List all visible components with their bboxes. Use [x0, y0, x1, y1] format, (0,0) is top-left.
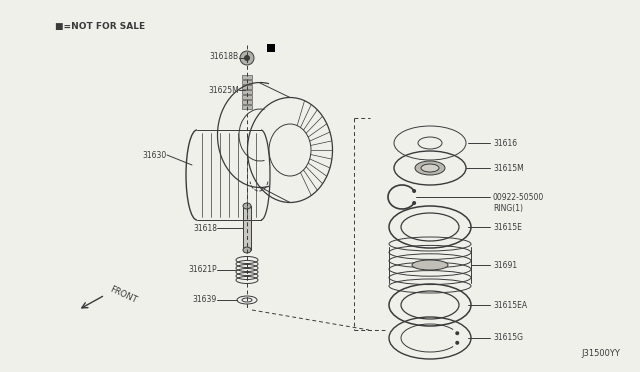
Bar [242, 85, 252, 89]
Text: 31618: 31618 [193, 224, 217, 232]
Text: 31618B: 31618B [210, 51, 239, 61]
Text: 31630: 31630 [143, 151, 167, 160]
Text: FRONT: FRONT [108, 285, 138, 305]
Ellipse shape [415, 161, 445, 175]
Bar [242, 90, 252, 93]
Text: 31615EA: 31615EA [493, 301, 527, 310]
Ellipse shape [243, 247, 251, 253]
Ellipse shape [412, 260, 448, 270]
Circle shape [455, 341, 460, 345]
Bar [242, 105, 252, 109]
Text: 31639: 31639 [193, 295, 217, 305]
Text: 31615M: 31615M [493, 164, 524, 173]
Text: ■=NOT FOR SALE: ■=NOT FOR SALE [55, 22, 145, 31]
Text: 00922-50500: 00922-50500 [493, 192, 544, 202]
Bar [242, 95, 252, 99]
Bar [242, 75, 252, 78]
Text: 31615E: 31615E [493, 222, 522, 231]
Bar [267, 44, 275, 52]
Circle shape [240, 51, 254, 65]
Text: 31621P: 31621P [188, 266, 217, 275]
Bar [242, 100, 252, 103]
Bar [242, 80, 252, 83]
Circle shape [455, 331, 460, 335]
Ellipse shape [421, 164, 439, 172]
Text: 31615G: 31615G [493, 334, 523, 343]
Ellipse shape [243, 203, 251, 209]
Text: 31616: 31616 [493, 138, 517, 148]
Circle shape [412, 189, 416, 193]
Circle shape [244, 55, 250, 61]
Bar [243, 206, 251, 250]
Text: 31691: 31691 [493, 260, 517, 269]
Text: RING(1): RING(1) [493, 203, 523, 212]
Text: J31500YY: J31500YY [581, 349, 620, 358]
Text: 31625M: 31625M [208, 86, 239, 94]
Circle shape [412, 201, 416, 205]
